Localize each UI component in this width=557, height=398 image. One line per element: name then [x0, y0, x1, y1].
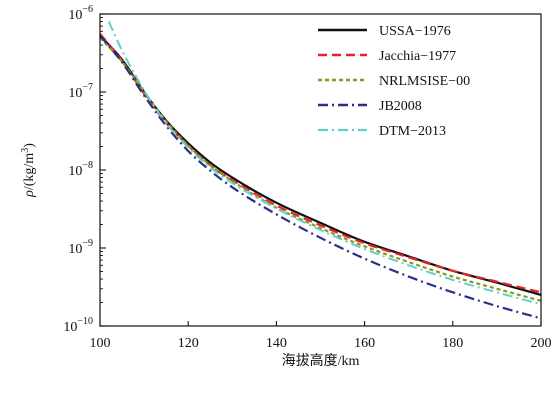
series-line-3: [99, 36, 542, 302]
x-axis-title: 海拔高度/km: [282, 352, 360, 369]
x-axis-ticks: 100 120 140 160 180 200: [90, 321, 552, 351]
y-tick-label: 10−8: [68, 160, 93, 179]
legend-label-3: NRLMSISE−00: [379, 74, 470, 89]
legend-label-4: JB2008: [379, 99, 422, 114]
y-axis-ticks: 10−10 10−9 10−8 10−7 10−6: [63, 4, 106, 335]
x-tick-label: 100: [90, 336, 111, 351]
legend: USSA−1976 Jacchia−1977 NRLMSISE−00 JB2008 DT…: [318, 24, 470, 139]
y-axis-title-symbol: ρ: [22, 190, 37, 198]
x-tick-label: 140: [266, 336, 287, 351]
x-tick-label: 120: [178, 336, 199, 351]
x-tick-label: 160: [354, 336, 375, 351]
plot-frame: [99, 13, 542, 327]
series-line-1: [99, 34, 542, 297]
plot-lines: [99, 21, 542, 320]
series-line-5: [107, 21, 542, 306]
legend-label-1: USSA−1976: [379, 24, 451, 39]
y-tick-label: 10−9: [68, 238, 93, 257]
series-line-2: [99, 32, 542, 294]
y-axis-title-close: ): [22, 143, 37, 148]
x-tick-label: 180: [442, 336, 463, 351]
y-axis-title-superscript: 3: [20, 148, 31, 153]
y-tick-label: 10−10: [63, 316, 93, 335]
y-tick-label: 10−7: [68, 82, 93, 101]
y-axis-title-unit: /(kg/m: [22, 153, 37, 190]
series-line-4: [99, 34, 542, 320]
x-tick-label: 200: [531, 336, 552, 351]
y-axis-title: ρ/(kg/m3): [20, 143, 37, 198]
legend-label-2: Jacchia−1977: [379, 49, 456, 64]
y-tick-label: 10−6: [68, 4, 93, 23]
legend-label-5: DTM−2013: [379, 124, 446, 139]
